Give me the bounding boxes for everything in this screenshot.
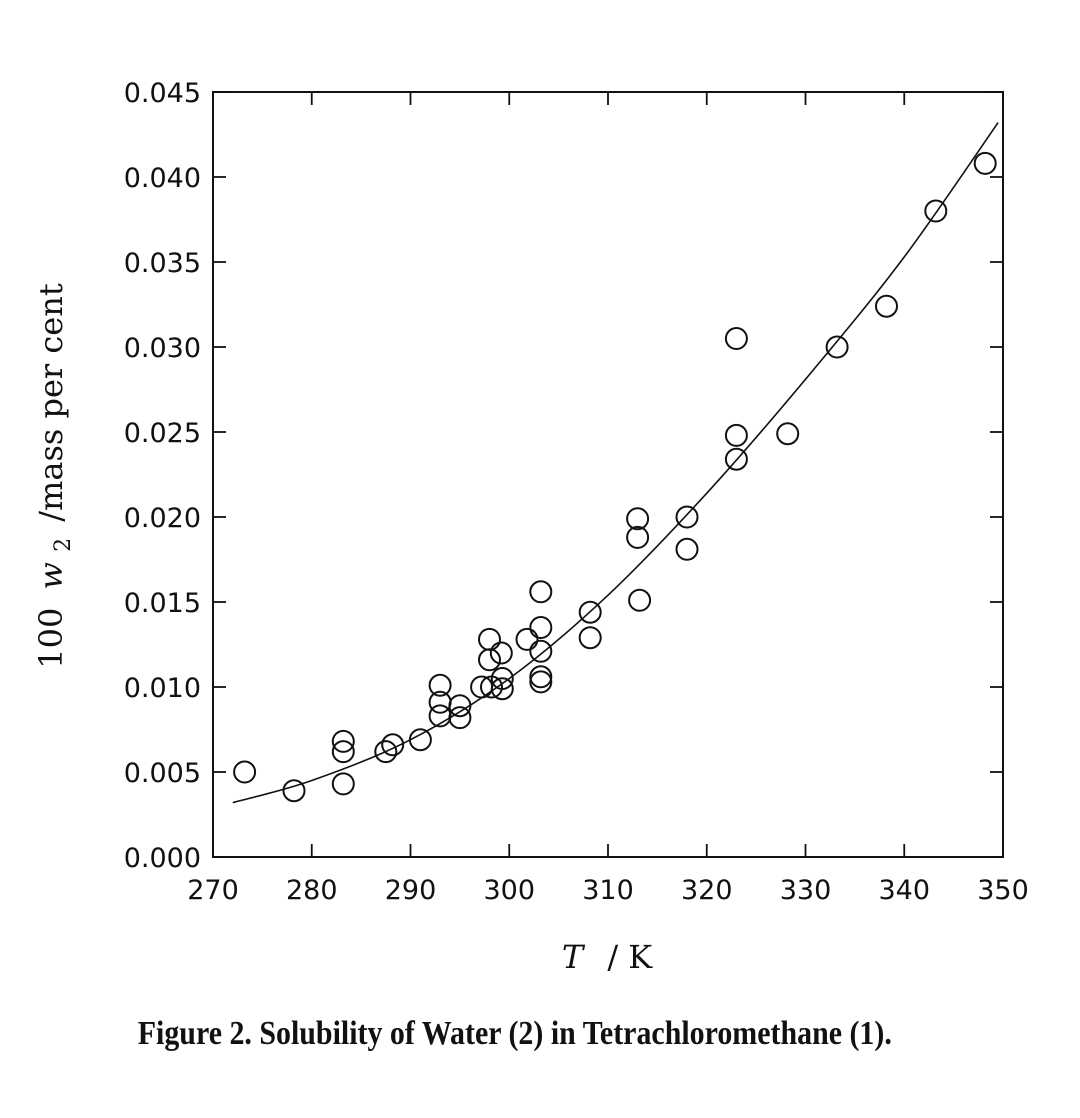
y-axis-label-prefix: 100 (32, 608, 70, 669)
data-point (331, 740, 355, 764)
scatter-chart: 270 280 290 300 310 320 330 340 350 0.000 0.005 0.0… (32, 78, 1029, 976)
x-axis-label-var: T (562, 938, 586, 976)
data-point (282, 779, 306, 803)
data-point (515, 627, 539, 651)
y-tick-label: 0.025 (124, 418, 201, 449)
data-point (675, 537, 699, 561)
data-point (428, 704, 452, 728)
data-point (776, 422, 800, 446)
data-point (448, 694, 472, 718)
data-point (724, 327, 748, 350)
x-axis-label: T / K (562, 938, 653, 976)
data-point (374, 740, 398, 764)
fit-curve (232, 122, 999, 804)
data-point (490, 667, 514, 690)
y-axis-label: 100 w 2 /mass per cent (32, 283, 78, 669)
y-axis-label-var: w (32, 562, 70, 589)
x-tick-label: 280 (286, 875, 338, 906)
data-point (875, 294, 898, 318)
x-tick-label: 350 (977, 875, 1029, 906)
data-point (724, 447, 748, 471)
data-point (331, 772, 355, 796)
y-tick-label: 0.000 (124, 843, 201, 874)
y-tick-label: 0.020 (124, 503, 201, 534)
data-point (973, 151, 997, 175)
data-point (825, 335, 849, 359)
x-tick-label: 270 (187, 875, 239, 906)
data-point (489, 641, 513, 665)
data-point (626, 507, 650, 531)
data-point (331, 729, 355, 753)
x-tick-label: 330 (780, 875, 832, 906)
data-point (529, 639, 553, 663)
data-point (478, 648, 501, 672)
data-point (628, 588, 652, 612)
data-point (724, 423, 748, 447)
data-point (428, 673, 452, 697)
x-tick-label: 310 (582, 875, 634, 906)
data-point (408, 728, 432, 752)
data-point (529, 616, 553, 639)
y-tick-label: 0.035 (124, 248, 201, 279)
data-point (675, 505, 699, 529)
plot-frame (212, 91, 1004, 858)
data-point (529, 670, 553, 694)
y-tick-label: 0.010 (124, 673, 201, 704)
data-point (233, 760, 257, 784)
data-point (448, 706, 472, 730)
y-tick-label: 0.015 (124, 588, 201, 619)
y-tick-label: 0.030 (124, 333, 201, 364)
data-point (490, 677, 514, 701)
figure-caption: Figure 2. Solubility of Water (2) in Tet… (137, 1015, 892, 1052)
y-tick-label: 0.005 (124, 758, 201, 789)
x-tick-label: 300 (483, 875, 535, 906)
data-point (529, 580, 553, 604)
y-axis-label-unit: /mass per cent (32, 283, 70, 522)
data-point (578, 626, 602, 650)
data-point (529, 665, 553, 689)
data-point (381, 733, 405, 757)
x-axis-label-unit: / K (607, 938, 653, 976)
x-tick-label: 340 (878, 875, 930, 906)
x-tick-label: 290 (385, 875, 437, 906)
data-point (626, 525, 650, 549)
y-axis-label-sub: 2 (51, 538, 76, 552)
y-tick-label: 0.040 (124, 163, 201, 194)
x-tick-label: 320 (681, 875, 733, 906)
y-tick-label: 0.045 (124, 78, 201, 109)
data-point (478, 627, 501, 651)
data-point (924, 199, 948, 223)
data-point (578, 600, 602, 624)
